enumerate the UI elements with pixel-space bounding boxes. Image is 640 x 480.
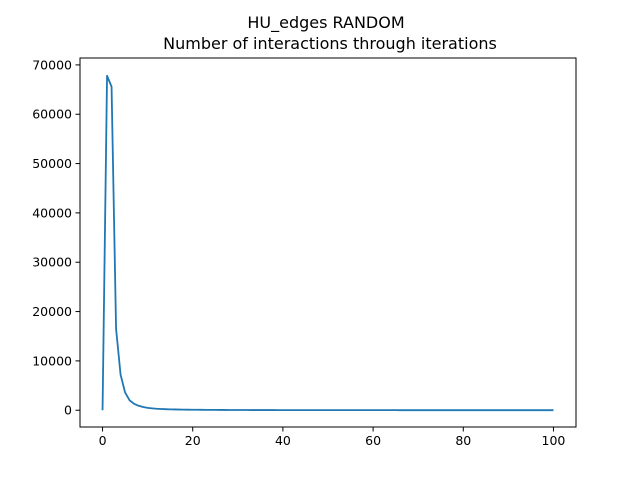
x-tick-label: 60 [365,433,381,448]
plot-frame [79,57,577,428]
x-tick-label: 100 [542,433,566,448]
y-tick-label: 10000 [32,353,72,368]
chart-subtitle: Number of interactions through iteration… [163,34,497,53]
y-tick-label: 70000 [32,57,72,72]
x-tick-label: 0 [99,433,107,448]
x-tick-label: 40 [275,433,291,448]
chart-title: HU_edges RANDOM [247,13,404,33]
y-tick-label: 40000 [32,205,72,220]
y-tick-label: 20000 [32,304,72,319]
x-tick-label: 20 [185,433,201,448]
y-tick-label: 60000 [32,107,72,122]
y-tick-label: 30000 [32,255,72,270]
axis-ticks: 0 20 40 60 80 100 0 10000 20000 30000 40000 50000 60… [32,57,565,448]
series-line [101,74,554,412]
series-layer [101,74,554,412]
y-tick-label: 50000 [32,156,72,171]
x-tick-label: 80 [455,433,471,448]
y-tick-label: 0 [64,403,72,418]
